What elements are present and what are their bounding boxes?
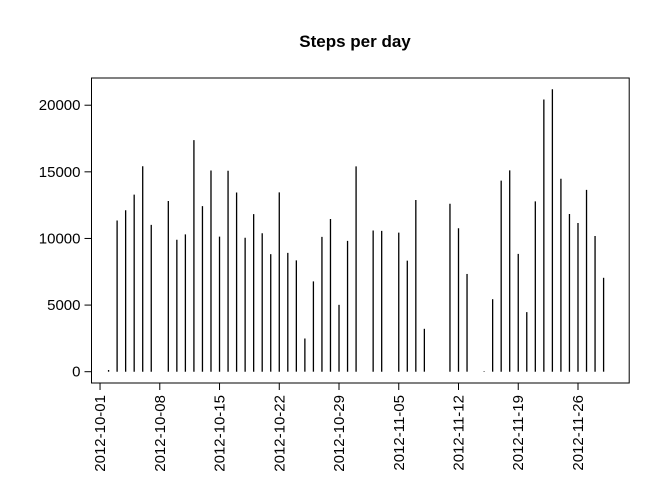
x-tick-label: 2012-11-19 [510,395,527,471]
y-tick-label: 5000 [47,297,80,314]
x-tick-label: 2012-11-12 [451,395,468,471]
x-tick-label: 2012-10-29 [331,395,348,472]
x-tick-label: 2012-10-22 [271,395,288,472]
x-tick-label: 2012-11-05 [391,395,408,471]
x-tick-label: 2012-10-01 [92,395,109,472]
x-tick-label: 2012-11-26 [570,395,587,471]
x-tick-label: 2012-10-15 [212,395,229,472]
chart-title: Steps per day [299,32,411,51]
x-tick-label: 2012-10-08 [152,395,169,472]
y-tick-label: 0 [72,364,80,381]
y-tick-label: 15000 [39,164,81,181]
plot-box [91,77,630,384]
y-tick-label: 20000 [39,97,81,114]
y-tick-label: 10000 [39,230,81,247]
